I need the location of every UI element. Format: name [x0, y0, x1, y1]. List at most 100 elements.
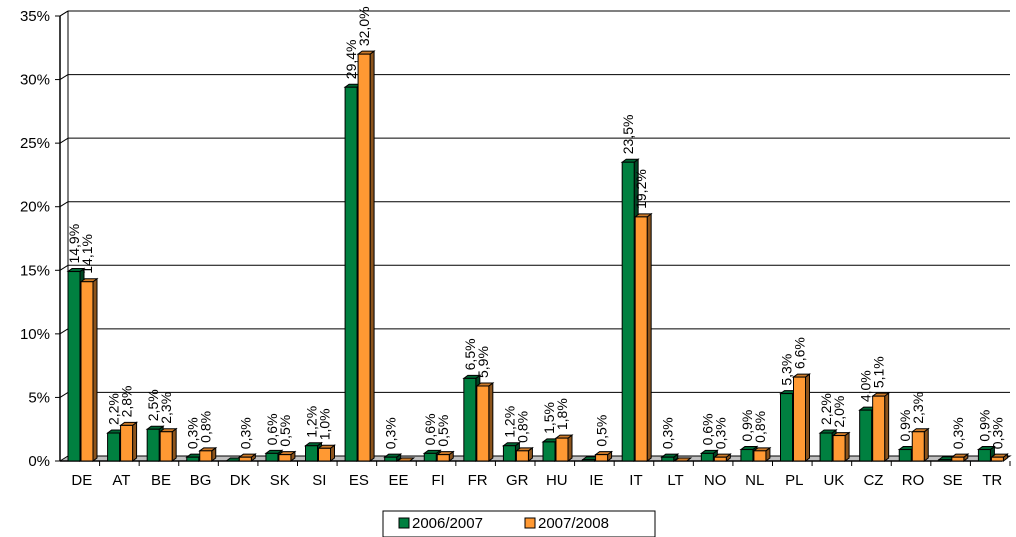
- x-category-label: IT: [629, 472, 642, 489]
- data-label: 6,5%: [462, 338, 478, 370]
- data-label: 14,9%: [66, 224, 82, 264]
- x-category-label: FR: [468, 472, 488, 489]
- data-label: 0,3%: [712, 417, 728, 449]
- bar-EE-2006-2007: [383, 453, 403, 462]
- gridline-diag: [59, 137, 69, 144]
- bar-SK-2007-2008: [277, 450, 297, 462]
- x-category-label: NL: [745, 472, 764, 489]
- bar-LT-2007-2008: [673, 457, 693, 462]
- x-category-label: ES: [349, 472, 369, 489]
- data-label: 1,8%: [554, 398, 570, 430]
- data-label: 0,3%: [989, 417, 1005, 449]
- y-axis-top: [59, 10, 69, 17]
- bar-GR-2007-2008: [514, 446, 534, 462]
- bar-FI-2007-2008: [435, 450, 455, 462]
- data-label: 32,0%: [356, 6, 372, 46]
- data-label: 14,1%: [79, 234, 95, 274]
- bar-IE-2007-2008: [594, 450, 614, 462]
- legend-swatch-2007-2008: [524, 517, 536, 529]
- data-label: 2,2%: [818, 393, 834, 425]
- x-category-label: SE: [943, 472, 963, 489]
- y-tick-label: 0%: [28, 453, 50, 470]
- data-label: 0,5%: [435, 415, 451, 447]
- x-category-label: FI: [431, 472, 444, 489]
- bar-TR-2007-2008: [989, 453, 1009, 462]
- x-category-label: GR: [506, 472, 529, 489]
- legend-label-2006-2007: 2006/2007: [412, 515, 483, 532]
- data-label: 2,3%: [158, 392, 174, 424]
- data-label: 0,8%: [198, 411, 214, 443]
- data-label: 0,5%: [277, 415, 293, 447]
- y-tick-label: 5%: [28, 389, 50, 406]
- gridlines: [59, 10, 1010, 398]
- x-category-label: EE: [388, 472, 408, 489]
- data-labels: 14,9%14,1%2,2%2,8% 2,5%2,3%0,3%0,8% 0,3% 0,…: [66, 6, 1005, 449]
- x-category-label: CZ: [863, 472, 883, 489]
- y-tick-label: 20%: [20, 199, 50, 216]
- gridline-diag: [59, 264, 69, 271]
- x-category-label: DE: [71, 472, 92, 489]
- bar-IT-2007-2008: [633, 212, 653, 462]
- x-category-label: HU: [546, 472, 568, 489]
- x-category-label: BE: [151, 472, 171, 489]
- legend-box: [382, 510, 656, 537]
- y-tick-label: 30%: [20, 72, 50, 89]
- bar-DK-2007-2008: [237, 453, 257, 462]
- x-axis-categories: DE AT BE BG DK SK SI ES EE FI FR GR HU IE IT LT NO NL PL UK…: [71, 461, 1011, 489]
- data-label: 1,0%: [317, 408, 333, 440]
- x-category-label: AT: [112, 472, 130, 489]
- bar-SI-2007-2008: [317, 444, 336, 462]
- legend-label-2007-2008: 2007/2008: [538, 515, 609, 532]
- x-category-label: DK: [230, 472, 251, 489]
- data-label: 0,6%: [699, 413, 715, 445]
- bar-EE-2007-2008: [396, 457, 416, 462]
- data-label: 23,5%: [620, 115, 636, 155]
- gridline-diag: [59, 328, 69, 335]
- bars: [66, 50, 1009, 462]
- data-label: 5,1%: [871, 356, 887, 388]
- bar-NO-2007-2008: [712, 453, 732, 462]
- bar-AT-2007-2008: [119, 421, 139, 462]
- data-label: 0,5%: [594, 415, 610, 447]
- data-label: 2,0%: [831, 396, 847, 428]
- gridline-diag: [59, 74, 69, 80]
- x-category-label: RO: [902, 472, 925, 489]
- y-tick-label: 15%: [20, 262, 50, 279]
- bar-RO-2007-2008: [910, 427, 930, 462]
- data-label: 0,8%: [514, 411, 530, 443]
- bar-UK-2007-2008: [831, 431, 851, 462]
- data-label: 6,6%: [792, 337, 808, 369]
- x-category-label: TR: [982, 472, 1002, 489]
- gridline-diag: [59, 201, 69, 208]
- bar-NL-2007-2008: [752, 446, 772, 462]
- x-category-label: PL: [785, 472, 803, 489]
- x-category-label: SK: [270, 472, 290, 489]
- x-category-label: SI: [312, 472, 326, 489]
- gridline-diag: [59, 392, 69, 398]
- data-label: 0,6%: [264, 413, 280, 445]
- y-tick-label: 10%: [20, 326, 50, 343]
- data-label: 2,8%: [119, 385, 135, 417]
- bar-ES-2007-2008: [356, 50, 376, 462]
- data-label: 0,3%: [237, 417, 253, 449]
- x-category-label: IE: [589, 472, 603, 489]
- data-label: 1,2%: [304, 406, 320, 438]
- data-label: 0,3%: [383, 417, 399, 449]
- data-label: 0,6%: [422, 413, 438, 445]
- data-label: 4,0%: [858, 370, 874, 402]
- x-category-label: LT: [667, 472, 683, 489]
- data-label: 0,9%: [976, 410, 992, 442]
- bar-SE-2007-2008: [950, 453, 970, 462]
- data-label: 0,9%: [897, 410, 913, 442]
- y-tick-label: 25%: [20, 135, 50, 152]
- data-label: 2,5%: [145, 389, 161, 421]
- bar-FR-2007-2008: [475, 381, 495, 462]
- data-label: 5,3%: [779, 354, 795, 386]
- data-label: 5,9%: [475, 346, 491, 378]
- bar-DE-2007-2008: [79, 277, 99, 462]
- x-category-label: BG: [190, 472, 212, 489]
- bar-CZ-2007-2008: [871, 392, 891, 462]
- data-label: 2,3%: [910, 392, 926, 424]
- data-label: 29,4%: [343, 39, 359, 79]
